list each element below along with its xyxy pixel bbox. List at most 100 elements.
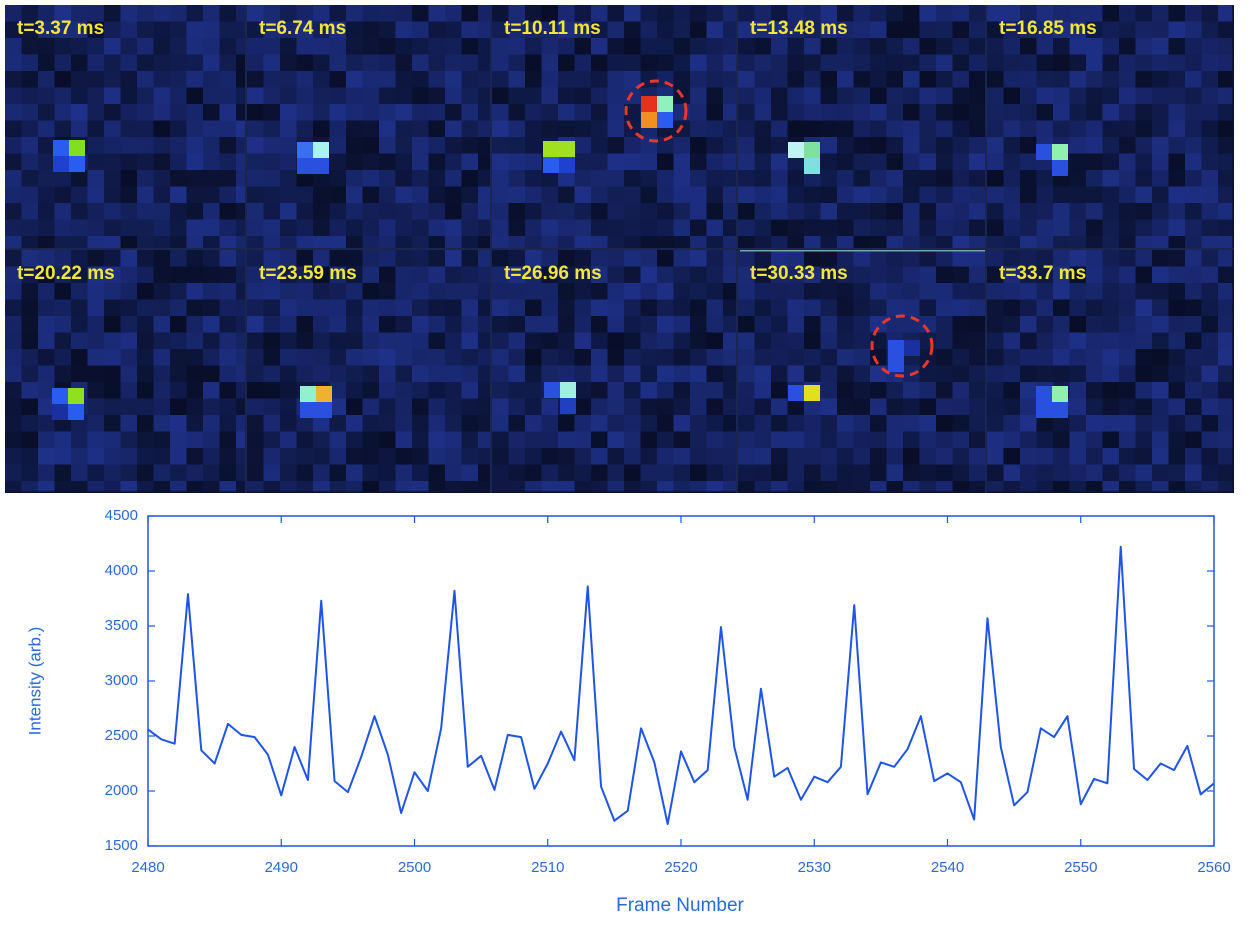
pixel	[787, 87, 805, 105]
pixel	[21, 5, 39, 22]
pixel	[525, 120, 542, 138]
pixel	[1053, 431, 1070, 449]
pixel	[478, 464, 491, 482]
pixel	[936, 283, 953, 300]
pixel	[820, 104, 838, 121]
pixel	[395, 186, 413, 204]
pixel	[903, 398, 920, 416]
pixel	[137, 71, 154, 88]
pixel	[820, 398, 838, 416]
pixel	[236, 219, 246, 237]
pixel	[379, 398, 396, 416]
pixel	[754, 87, 772, 105]
pixel	[21, 203, 39, 220]
pixel	[936, 71, 953, 88]
pixel	[71, 87, 88, 105]
pixel	[919, 448, 937, 465]
pixel	[346, 349, 363, 366]
pixel	[706, 170, 724, 187]
pixel	[1135, 398, 1153, 416]
pixel	[346, 38, 363, 55]
pixel	[153, 219, 171, 237]
pixel	[1152, 104, 1169, 121]
pixel	[236, 54, 246, 72]
pixel	[787, 349, 805, 366]
pixel	[754, 170, 772, 187]
pixel	[919, 120, 937, 138]
bright-pixel	[559, 157, 575, 173]
pixel	[346, 236, 363, 249]
pixel	[690, 137, 707, 154]
pixel	[5, 250, 22, 267]
pixel	[919, 415, 937, 432]
pixel	[541, 71, 559, 88]
pixel	[969, 104, 986, 121]
pixel	[236, 120, 246, 138]
pixel	[120, 87, 138, 105]
pixel	[1069, 448, 1087, 465]
pixel	[21, 349, 39, 366]
pixel	[690, 332, 707, 350]
pixel	[1086, 236, 1103, 249]
pixel	[1086, 448, 1103, 465]
pixel	[153, 137, 171, 154]
pixel	[379, 219, 396, 237]
pixel	[247, 153, 264, 171]
pixel	[170, 250, 187, 267]
pixel	[886, 186, 904, 204]
pixel	[170, 316, 187, 333]
pixel	[1152, 71, 1169, 88]
pixel	[936, 431, 953, 449]
pixel	[754, 398, 772, 416]
pixel	[723, 5, 737, 22]
pixel	[104, 120, 121, 138]
pixel	[445, 431, 462, 449]
pixel	[574, 38, 592, 55]
pixel	[1218, 5, 1233, 22]
pixel	[186, 236, 204, 249]
pixel	[1036, 186, 1054, 204]
pixel	[853, 299, 871, 317]
pixel	[787, 398, 805, 416]
pixel	[1135, 38, 1153, 55]
pixel	[754, 266, 772, 284]
pixel	[71, 266, 88, 284]
pixel	[936, 349, 953, 366]
pixel	[137, 365, 154, 383]
pixel	[186, 104, 204, 121]
pixel	[170, 299, 187, 317]
pixel	[952, 250, 970, 267]
pixel	[1218, 137, 1233, 154]
pixel	[886, 250, 904, 267]
pixel	[153, 236, 171, 249]
pixel	[492, 170, 509, 187]
pixel	[5, 186, 22, 204]
pixel	[461, 481, 479, 492]
pixel	[657, 203, 674, 220]
pixel	[690, 283, 707, 300]
pixel	[525, 5, 542, 22]
pixel	[478, 87, 491, 105]
pixel	[280, 137, 297, 154]
pixel	[541, 283, 559, 300]
pixel	[624, 219, 641, 237]
pixel	[104, 316, 121, 333]
pixel	[1102, 332, 1120, 350]
pixel	[1168, 415, 1186, 432]
pixel	[412, 415, 429, 432]
pixel	[591, 431, 608, 449]
pixel	[236, 464, 246, 482]
pixel	[186, 464, 204, 482]
pixel	[738, 349, 755, 366]
bright-pixel	[804, 158, 820, 174]
bright-pixel	[313, 158, 329, 174]
pixel	[508, 186, 526, 204]
pixel	[1020, 104, 1037, 121]
pixel	[936, 21, 953, 39]
pixel	[723, 71, 737, 88]
pixel	[21, 170, 39, 187]
pixel	[640, 38, 658, 55]
pixel	[379, 71, 396, 88]
pixel	[657, 415, 674, 432]
pixel	[492, 415, 509, 432]
